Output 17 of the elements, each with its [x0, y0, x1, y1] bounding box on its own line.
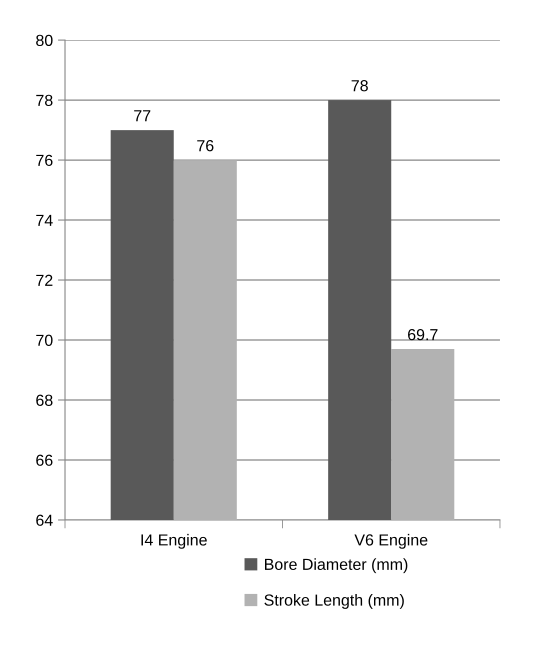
y-tick-label: 80	[36, 34, 53, 46]
y-tick-label: 72	[36, 274, 52, 286]
legend-label: Stroke Length (mm)	[264, 594, 404, 609]
y-tick-label: 68	[36, 394, 53, 406]
y-tick-label: 70	[36, 334, 53, 346]
y-tick-label: 64	[36, 514, 53, 526]
y-tick-label: 76	[36, 154, 52, 166]
data-label: 78	[352, 80, 368, 92]
x-tick-label: V6 Engine	[354, 534, 428, 549]
legend-label: Bore Diameter (mm)	[265, 558, 408, 574]
data-label: 69.7	[408, 328, 438, 340]
data-label: 76	[197, 140, 214, 152]
y-tick-label: 74	[36, 214, 53, 226]
x-tick-label: I4 Engine	[141, 534, 207, 549]
y-tick-label: 78	[36, 94, 53, 106]
data-label: 77	[134, 110, 150, 122]
y-tick-label: 66	[36, 454, 52, 466]
